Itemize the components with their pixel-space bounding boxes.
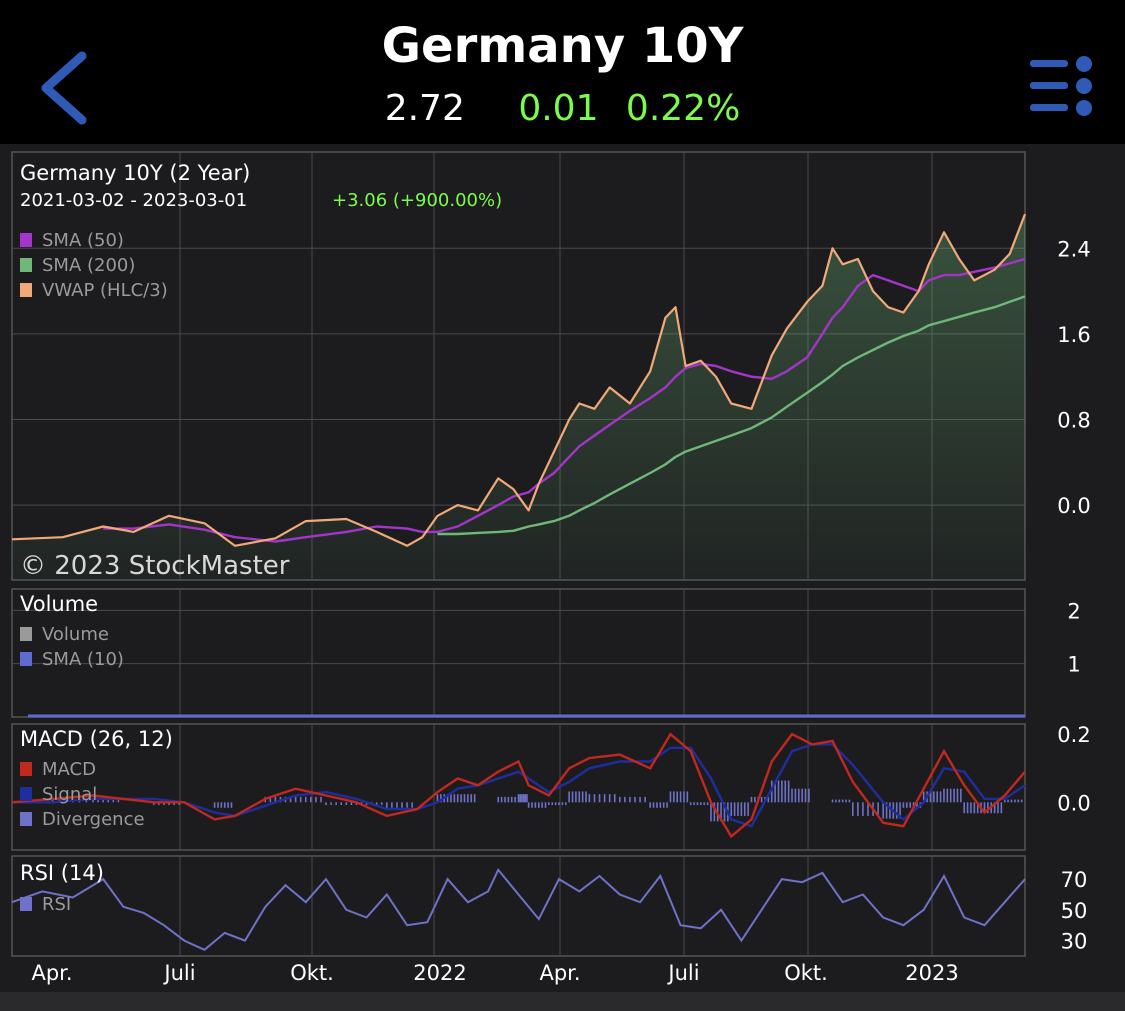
chevron-left-icon	[41, 51, 87, 125]
price-chart-title: Germany 10Y (2 Year)	[20, 161, 250, 185]
x-tick-label: Apr.	[539, 961, 580, 985]
volume-panel-frame	[11, 588, 1026, 718]
x-tick-label: Juli	[666, 961, 699, 985]
x-tick-label: Apr.	[31, 961, 72, 985]
x-tick-label: 2022	[413, 961, 466, 985]
price-legend-swatch	[20, 233, 32, 247]
header-bar: Germany 10Y 2.72 0.01 0.22%	[0, 0, 1125, 144]
rsi-y-tick-label: 70	[1061, 868, 1088, 892]
rsi-panel: RSI (14) RSI 30 50 70	[11, 855, 1088, 957]
macd-line	[11, 732, 1026, 839]
x-tick-label: Okt.	[784, 961, 828, 985]
rsi-line	[11, 867, 1026, 951]
menu-button[interactable]	[1022, 52, 1102, 122]
period-change: +3.06 (+900.00%)	[332, 190, 502, 211]
series-line-sma-50	[103, 257, 1026, 543]
price-y-tick-label: 1.6	[1057, 323, 1090, 347]
macd-legend-label: Divergence	[42, 809, 145, 830]
volume-legend-label: SMA (10)	[42, 649, 124, 670]
last-price: 2.72	[384, 88, 465, 129]
x-tick-label: Juli	[162, 961, 195, 985]
back-button[interactable]	[30, 48, 100, 128]
list-menu-icon	[1030, 56, 1092, 116]
price-area-fill	[12, 214, 1025, 580]
x-tick-label: Okt.	[290, 961, 334, 985]
price-legend-swatch	[20, 283, 32, 297]
series-line-vwap-hlc-3	[11, 213, 1027, 547]
price-panel: Germany 10Y (2 Year) 2021-03-02 - 2023-0…	[11, 151, 1091, 581]
price-y-tick-label: 2.4	[1057, 237, 1090, 261]
price-legend-label: SMA (50)	[42, 230, 124, 251]
price-change-percent: 0.22%	[625, 88, 741, 129]
macd-legend-label: MACD	[42, 759, 96, 780]
macd-title: MACD (26, 12)	[20, 727, 173, 751]
volume-legend-label: Volume	[42, 624, 109, 645]
macd-legend-swatch	[20, 812, 32, 826]
volume-panel: Volume Volume SMA (10) 1 2	[11, 588, 1081, 718]
rsi-y-tick-label: 50	[1061, 899, 1088, 923]
rsi-legend-label: RSI	[42, 894, 71, 915]
macd-legend-swatch	[20, 787, 32, 801]
macd-y-tick-label: 0.0	[1057, 791, 1090, 815]
quote-line: 2.72 0.01 0.22%	[0, 88, 1125, 129]
rsi-panel-frame	[11, 855, 1026, 957]
price-y-tick-label: 0.0	[1057, 494, 1090, 518]
volume-y-tick-label: 2	[1067, 599, 1080, 623]
price-legend-label: SMA (200)	[42, 255, 135, 276]
volume-legend-swatch	[20, 627, 32, 641]
price-change: 0.01	[518, 88, 599, 129]
macd-legend-label: Signal	[42, 784, 97, 805]
macd-legend-swatch	[20, 762, 32, 776]
price-y-tick-label: 0.8	[1057, 409, 1090, 433]
date-range: 2021-03-02 - 2023-03-01	[20, 190, 247, 211]
macd-y-tick-label: 0.2	[1057, 723, 1090, 747]
x-tick-label: 2023	[905, 961, 958, 985]
price-legend-label: VWAP (HLC/3)	[42, 280, 168, 301]
macd-panel: MACD (26, 12) MACD Signal Divergence 0.0 0.…	[11, 723, 1091, 851]
bottom-bar	[0, 992, 1125, 1011]
chart-area[interactable]: Germany 10Y (2 Year) 2021-03-02 - 2023-0…	[0, 144, 1125, 1011]
page-title: Germany 10Y	[381, 18, 744, 74]
volume-legend-swatch	[20, 652, 32, 666]
watermark: © 2023 StockMaster	[20, 551, 290, 581]
x-axis: Apr. Juli Okt. 2022 Apr. Juli Okt. 2023	[31, 961, 958, 985]
series-line-sma-200	[437, 295, 1026, 536]
volume-y-tick-label: 1	[1067, 653, 1080, 677]
volume-title: Volume	[20, 592, 98, 616]
price-legend-swatch	[20, 258, 32, 272]
rsi-y-tick-label: 30	[1061, 930, 1088, 954]
rsi-legend-swatch	[20, 897, 32, 911]
rsi-title: RSI (14)	[20, 861, 104, 885]
